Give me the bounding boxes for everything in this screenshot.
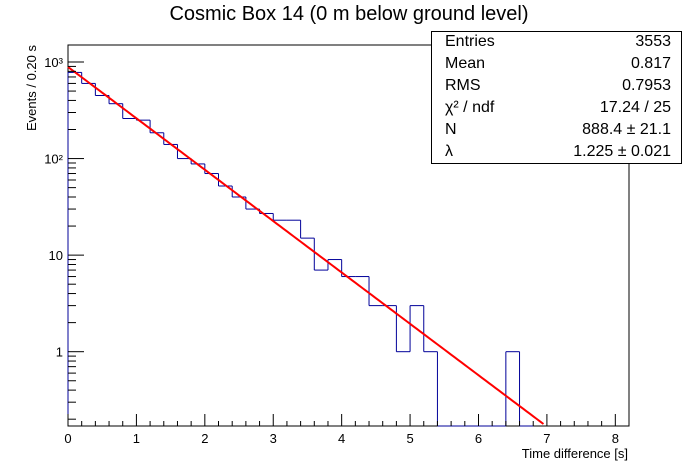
y-tick-label: 1 [56,345,63,360]
x-tick-label: 0 [64,431,71,446]
stats-row-rms: RMS 0.7953 [432,76,681,98]
stats-key: Mean [445,55,486,72]
stats-value: 17.24 / 25 [599,99,671,116]
stats-key: λ [445,143,453,160]
x-tick-label: 4 [338,431,345,446]
y-tick-label: 10² [44,152,63,167]
x-tick-label: 5 [406,431,413,446]
stats-value: 3553 [635,33,671,50]
x-tick-label: 7 [543,431,550,446]
stats-key: N [445,121,457,138]
stats-box: Entries 3553 Mean 0.817 RMS 0.7953 χ² / … [431,31,682,164]
stats-key: RMS [445,77,481,94]
chart-title: Cosmic Box 14 (0 m below ground level) [169,3,529,25]
y-axis-label: Events / 0.20 s [24,45,39,131]
fit-layer [67,66,545,425]
stats-row-entries: Entries 3553 [432,32,681,54]
y-tick-label: 10³ [44,55,63,70]
x-tick-label: 2 [201,431,208,446]
stats-row-mean: Mean 0.817 [432,54,681,76]
stats-value: 888.4 ± 21.1 [582,121,671,138]
stats-row-lambda: λ 1.225 ± 0.021 [432,142,681,164]
x-axis-label: Time difference [s] [522,446,628,461]
stats-value: 0.817 [630,55,671,72]
x-tick-label: 3 [270,431,277,446]
stats-row-chi2: χ² / ndf 17.24 / 25 [432,98,681,120]
x-tick-label: 6 [475,431,482,446]
x-tick-label: 1 [133,431,140,446]
y-tick-label: 10 [49,248,63,263]
stats-key: χ² / ndf [445,99,495,116]
x-axis: 0 1 2 3 4 5 6 7 8 [64,414,630,446]
stats-value: 0.7953 [622,77,671,94]
stats-value: 1.225 ± 0.021 [573,143,671,160]
stats-row-n: N 888.4 ± 21.1 [432,120,681,142]
fit-curve [67,66,545,425]
stats-key: Entries [445,33,495,50]
x-tick-label: 8 [612,431,619,446]
y-axis: 1 10 10² 10³ [44,55,84,420]
